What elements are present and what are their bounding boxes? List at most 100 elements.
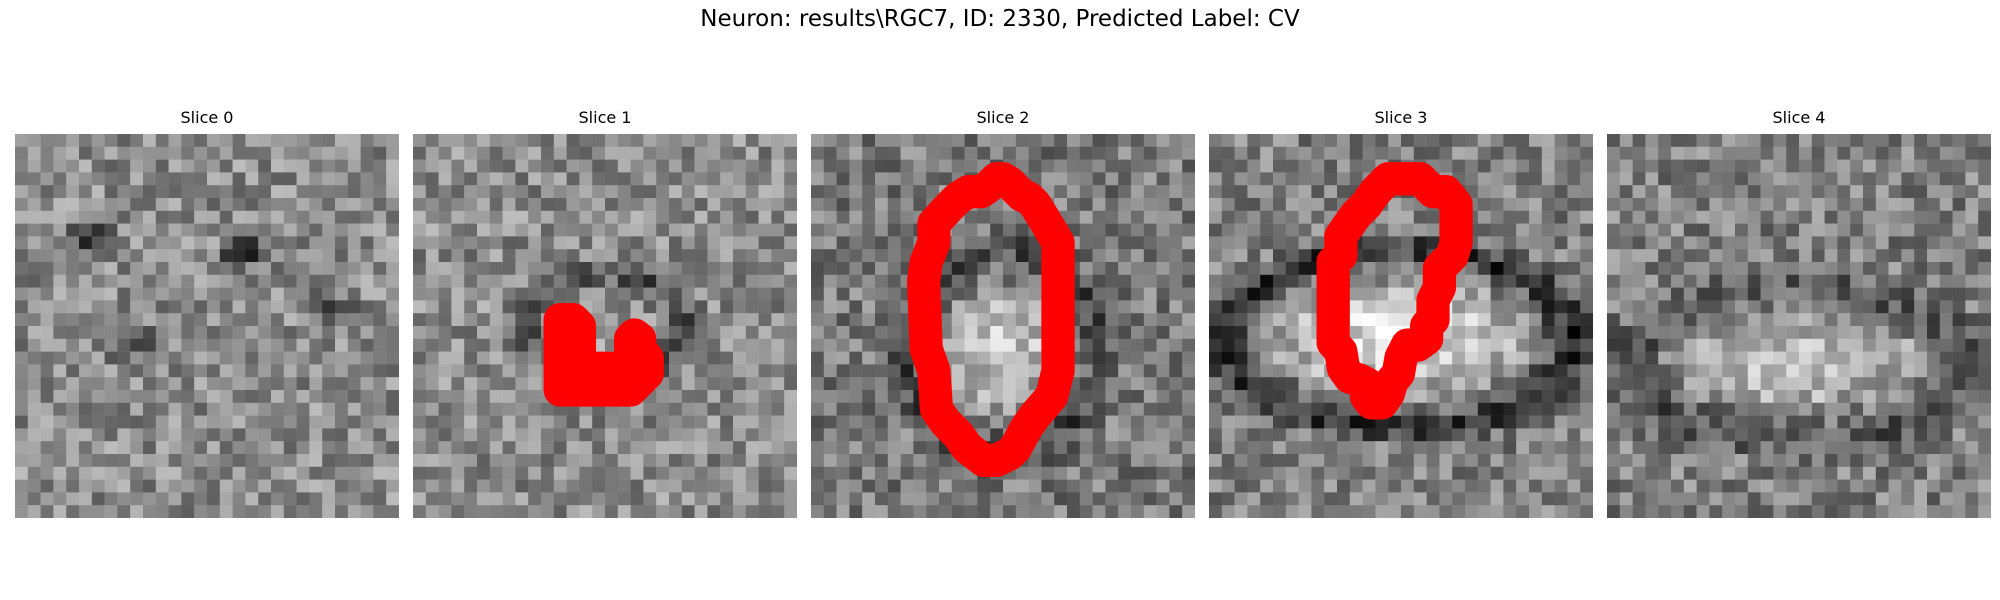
pixel [1209, 159, 1223, 173]
pixel [720, 390, 734, 404]
pixel [1234, 402, 1248, 416]
pixel [1105, 198, 1119, 212]
pixel [771, 415, 785, 429]
pixel [1837, 198, 1851, 212]
pixel [862, 223, 876, 237]
pixel [232, 492, 246, 506]
pixel [1260, 505, 1274, 518]
pixel [1209, 262, 1223, 276]
pixel [1388, 313, 1402, 327]
pixel [40, 492, 54, 506]
pixel [438, 287, 452, 301]
pixel [413, 210, 427, 224]
pixel [1182, 377, 1195, 391]
pixel [605, 441, 619, 455]
pixel [425, 249, 439, 263]
pixel [1465, 287, 1479, 301]
pixel [707, 326, 721, 340]
pixel [1131, 172, 1145, 186]
pixel [1221, 146, 1235, 160]
pixel [1298, 466, 1312, 480]
pixel [143, 262, 157, 276]
pixel [283, 415, 297, 429]
pixel [1811, 172, 1825, 186]
pixel [1105, 402, 1119, 416]
pixel [335, 236, 349, 250]
pixel [1645, 326, 1659, 340]
pixel [1773, 505, 1787, 518]
pixel [1169, 428, 1183, 442]
pixel [681, 236, 695, 250]
pixel [438, 313, 452, 327]
pixel [1156, 210, 1170, 224]
pixel [1298, 415, 1312, 429]
pixel [1234, 466, 1248, 480]
pixel [1067, 198, 1081, 212]
pixel [875, 338, 889, 352]
pixel [1554, 313, 1568, 327]
pixel [1607, 313, 1621, 327]
pixel [1747, 146, 1761, 160]
pixel [990, 338, 1004, 352]
pixel [939, 454, 953, 468]
pixel [1952, 249, 1966, 263]
pixel [1105, 466, 1119, 480]
pixel [1901, 428, 1915, 442]
pixel [1273, 428, 1287, 442]
pixel [1811, 415, 1825, 429]
pixel [1939, 159, 1953, 173]
pixel [1105, 313, 1119, 327]
pixel [1143, 505, 1157, 518]
pixel [477, 134, 491, 148]
pixel [1773, 274, 1787, 288]
pixel [322, 172, 336, 186]
pixel [1722, 441, 1736, 455]
pixel [836, 249, 850, 263]
pixel [617, 300, 631, 314]
pixel [1221, 351, 1235, 365]
pixel [1079, 441, 1093, 455]
pixel [643, 466, 657, 480]
pixel [1888, 454, 1902, 468]
pixel [707, 159, 721, 173]
pixel [823, 313, 837, 327]
pixel [1901, 146, 1915, 160]
pixel [1285, 159, 1299, 173]
pixel [438, 390, 452, 404]
pixel [15, 338, 29, 352]
pixel [1156, 223, 1170, 237]
pixel [1324, 441, 1338, 455]
pixel [862, 249, 876, 263]
pixel [694, 326, 708, 340]
pixel [1465, 300, 1479, 314]
pixel [1799, 210, 1813, 224]
pixel [1541, 364, 1555, 378]
pixel [207, 415, 221, 429]
pixel [1927, 236, 1941, 250]
pixel [566, 134, 580, 148]
pixel [900, 428, 914, 442]
pixel [1786, 466, 1800, 480]
pixel [1786, 313, 1800, 327]
pixel [181, 287, 195, 301]
pixel [1952, 287, 1966, 301]
pixel [53, 159, 67, 173]
pixel [1209, 172, 1223, 186]
pixel [1978, 492, 1991, 506]
pixel [258, 262, 272, 276]
pixel [477, 479, 491, 493]
pixel [771, 479, 785, 493]
pixel [438, 454, 452, 468]
pixel [1696, 351, 1710, 365]
pixel [1452, 466, 1466, 480]
pixel [1939, 441, 1953, 455]
pixel [1914, 300, 1928, 314]
pixel [91, 185, 105, 199]
pixel [1747, 159, 1761, 173]
pixel [194, 274, 208, 288]
pixel [1221, 492, 1235, 506]
pixel [335, 364, 349, 378]
pixel [232, 441, 246, 455]
pixel [566, 415, 580, 429]
slice-panel-3: Slice 3 [1209, 108, 1593, 518]
